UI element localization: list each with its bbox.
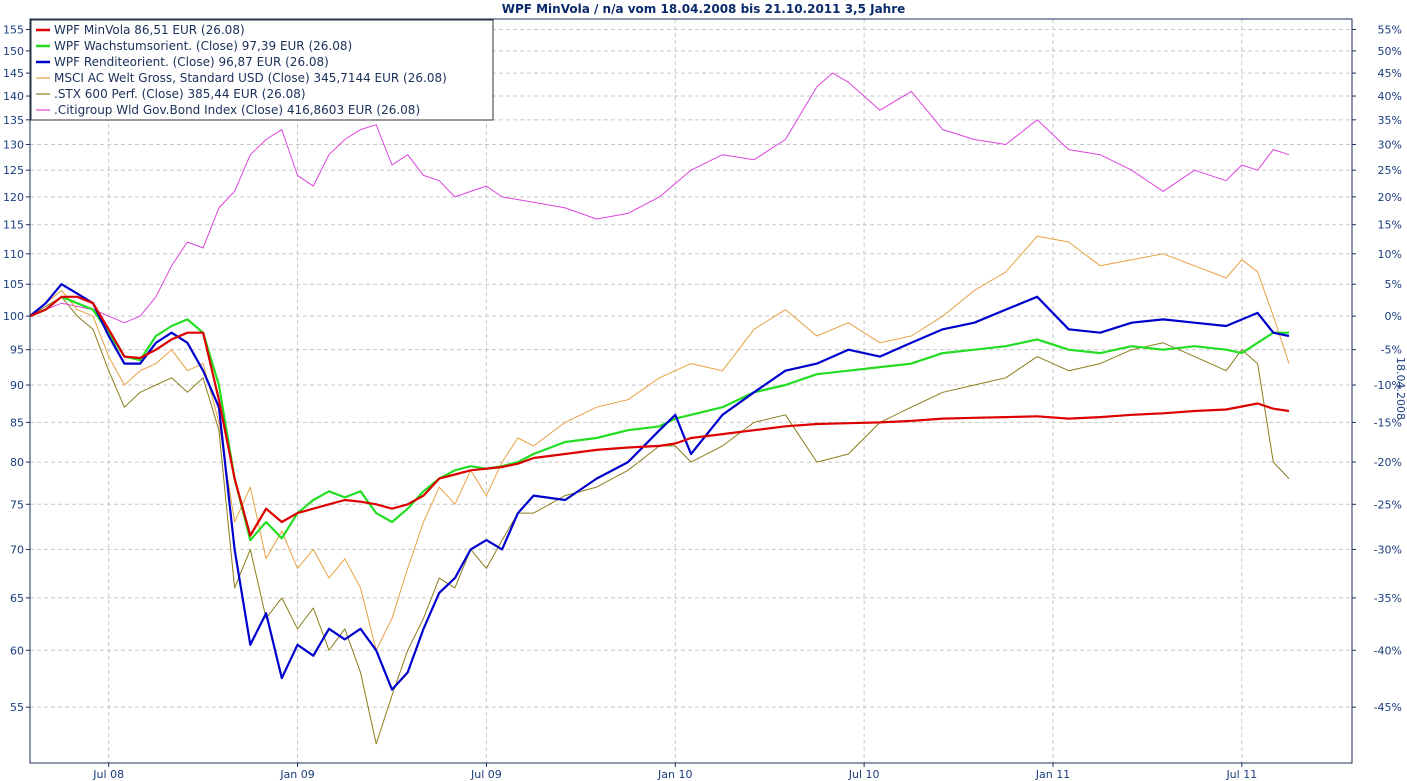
x-axis: Jul 08 Jan 09 Jul 09 Jan 10 Jul 10 Jan 11 Jul … (92, 763, 1257, 781)
right-tick-label: 55% (1378, 23, 1402, 36)
left-tick-label: 90 (10, 379, 24, 392)
series-line-4 (30, 235, 1290, 651)
left-tick-label: 125 (3, 164, 24, 177)
plot-border (29, 18, 1353, 764)
right-tick-label: -5% (1381, 344, 1402, 357)
right-tick-label: 10% (1378, 248, 1402, 261)
left-tick-label: 70 (10, 543, 24, 556)
right-tick-label: 0% (1385, 310, 1402, 323)
right-tick-label: 25% (1378, 164, 1402, 177)
left-tick-label: 100 (3, 310, 24, 323)
left-tick-label: 95 (10, 344, 24, 357)
right-tick-label: -10% (1374, 379, 1402, 392)
legend-entry: .STX 600 Perf. (Close) 385,44 EUR (26.08… (54, 87, 306, 101)
legend-box (30, 19, 494, 121)
right-tick-label: -25% (1374, 498, 1402, 511)
right-tick-label: -15% (1374, 416, 1402, 429)
left-tick-label: 60 (10, 644, 24, 657)
x-tick-label: Jul 09 (470, 768, 502, 781)
right-tick-label: -35% (1374, 592, 1402, 605)
right-tick-label: 30% (1378, 139, 1402, 152)
left-tick-label: 150 (3, 45, 24, 58)
legend-entry: WPF Renditeorient. (Close) 96,87 EUR (26… (54, 55, 329, 69)
x-tick-label: Jan 10 (657, 768, 692, 781)
plot-area (30, 19, 1352, 763)
left-tick-label: 115 (3, 219, 24, 232)
left-tick-label: 55 (10, 701, 24, 714)
right-tick-label: -45% (1374, 701, 1402, 714)
x-tick-label: Jul 08 (92, 768, 124, 781)
left-tick-label: 75 (10, 498, 24, 511)
legend-entry: .Citigroup Wld Gov.Bond Index (Close) 41… (54, 103, 420, 117)
legend-entry: WPF Wachstumsorient. (Close) 97,39 EUR (… (54, 39, 352, 53)
right-tick-label: 20% (1378, 191, 1402, 204)
x-tick-label: Jan 09 (279, 768, 314, 781)
left-y-axis: 55 60 65 70 75 80 85 90 95 100 105 110 115 120 125 130 1… (3, 23, 30, 714)
series-line-3 (30, 283, 1290, 691)
left-tick-label: 65 (10, 592, 24, 605)
left-tick-label: 110 (3, 248, 24, 261)
legend-entry: WPF MinVola 86,51 EUR (26.08) (54, 23, 245, 37)
x-tick-label: Jul 11 (1225, 768, 1257, 781)
left-tick-label: 105 (3, 278, 24, 291)
legend-entry: MSCI AC Welt Gross, Standard USD (Close)… (54, 71, 447, 85)
right-tick-label: 5% (1385, 278, 1402, 291)
right-tick-label: -40% (1374, 644, 1402, 657)
right-tick-label: 45% (1378, 67, 1402, 80)
right-tick-label: 15% (1378, 219, 1402, 232)
series-lines (30, 72, 1290, 745)
side-date-label: 18.04.2008 (1394, 357, 1407, 420)
right-tick-label: 35% (1378, 114, 1402, 127)
series-line-5 (30, 296, 1290, 745)
right-tick-label: -20% (1374, 456, 1402, 469)
left-tick-label: 85 (10, 416, 24, 429)
right-tick-label: 40% (1378, 90, 1402, 103)
right-y-axis: -45% -40% -35% -30% -25% -20% -15% -10% -5% 0% 5% 1… (1352, 23, 1402, 714)
left-tick-label: 145 (3, 67, 24, 80)
left-tick-label: 120 (3, 191, 24, 204)
left-tick-label: 155 (3, 23, 24, 36)
series-line-1 (30, 295, 1290, 537)
left-tick-label: 140 (3, 90, 24, 103)
x-tick-label: Jan 11 (1035, 768, 1070, 781)
left-tick-label: 130 (3, 139, 24, 152)
left-tick-label: 135 (3, 114, 24, 127)
legend: WPF MinVola 86,51 EUR (26.08) WPF Wachstu… (30, 19, 494, 121)
chart-title: WPF MinVola / n/a vom 18.04.2008 bis 21.… (501, 2, 906, 16)
left-tick-label: 80 (10, 456, 24, 469)
right-tick-label: 50% (1378, 45, 1402, 58)
series-line-6 (30, 72, 1290, 324)
right-tick-label: -30% (1374, 543, 1402, 556)
x-tick-label: Jul 10 (848, 768, 880, 781)
